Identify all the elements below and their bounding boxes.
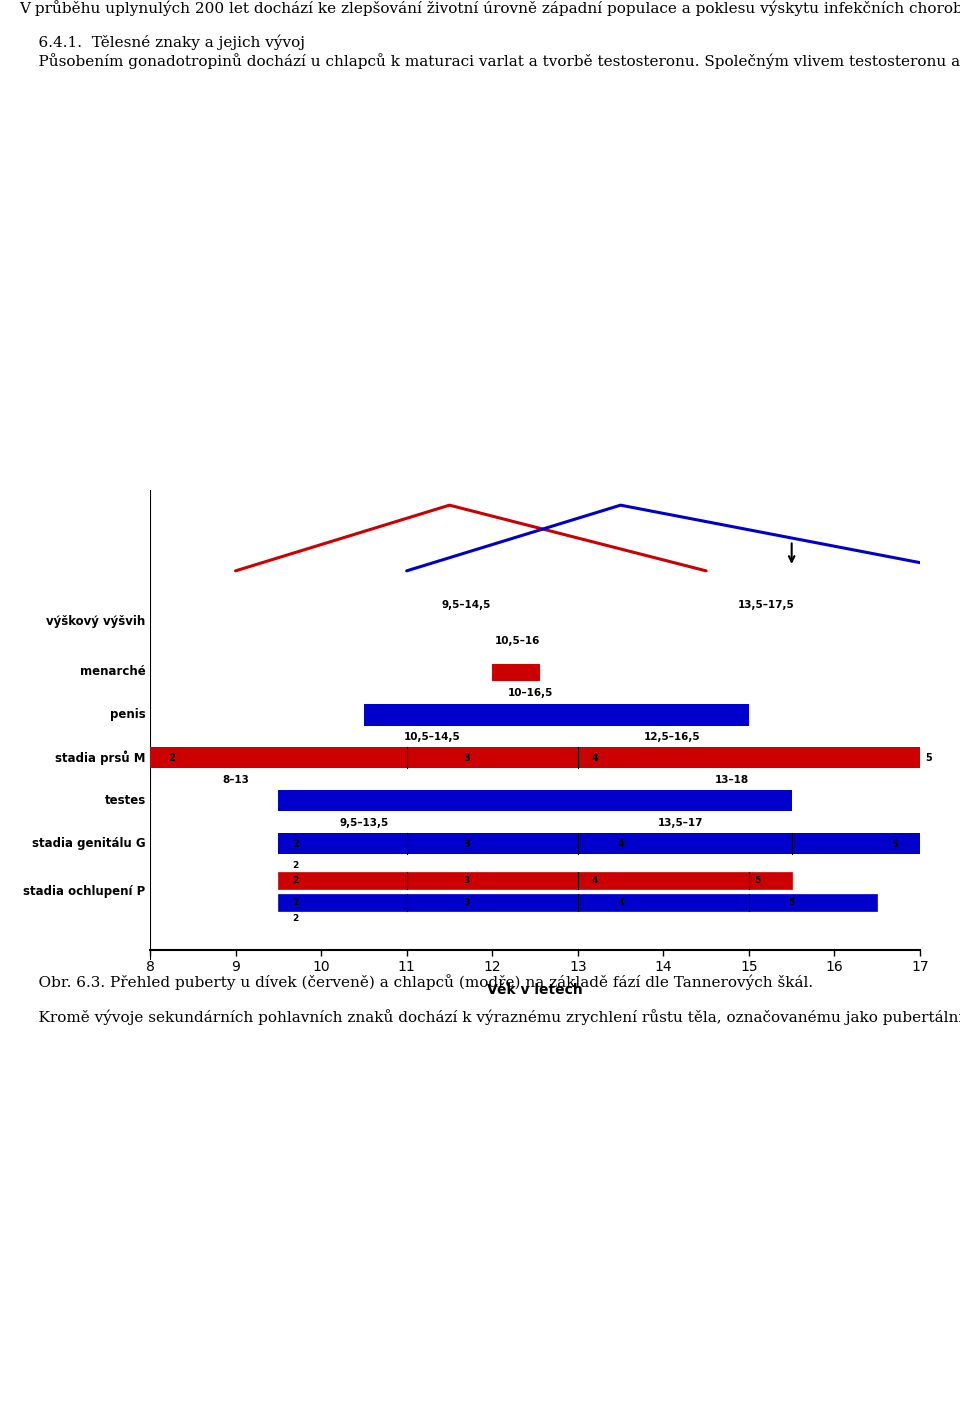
Text: 13,5–17,5: 13,5–17,5 [737, 600, 794, 610]
Bar [492, 664, 540, 680]
Text: 9,5–13,5: 9,5–13,5 [339, 818, 389, 828]
Text: 2: 2 [292, 914, 299, 923]
Text: 3: 3 [464, 899, 469, 907]
Text: 5: 5 [788, 899, 795, 907]
Text: menarché: menarché [80, 665, 146, 678]
Text: 2: 2 [168, 752, 175, 762]
Text: 12,5–16,5: 12,5–16,5 [643, 732, 700, 742]
Bar [278, 894, 877, 912]
Text: 3: 3 [463, 839, 470, 849]
Text: výškový výšvih: výškový výšvih [46, 614, 146, 629]
Text: 4: 4 [617, 839, 624, 849]
Text: stadia genitálu G: stadia genitálu G [32, 838, 146, 850]
Text: penis: penis [110, 708, 146, 721]
Text: 10,5–14,5: 10,5–14,5 [404, 732, 461, 742]
Text: stadia prsů M: stadia prsů M [56, 751, 146, 765]
Bar [364, 704, 749, 725]
Text: 3: 3 [463, 752, 470, 762]
Bar [278, 872, 792, 889]
Text: 4: 4 [591, 876, 598, 884]
Text: 10–16,5: 10–16,5 [508, 688, 553, 698]
Text: 2: 2 [292, 876, 299, 884]
Text: 5: 5 [925, 752, 932, 762]
Text: 2: 2 [292, 860, 299, 869]
Bar [150, 747, 960, 768]
Text: 9,5–14,5: 9,5–14,5 [442, 600, 492, 610]
Text: 5: 5 [755, 876, 760, 884]
Text: V průběhu uplynulých 200 let dochází ke zlepšování životní úrovně západní popula: V průběhu uplynulých 200 let dochází ke … [19, 0, 960, 68]
Bar [278, 791, 792, 812]
Text: stadia ochlupení P: stadia ochlupení P [23, 886, 146, 899]
Text: 3: 3 [464, 876, 469, 884]
Text: 2: 2 [292, 839, 299, 849]
Text: 10,5–16: 10,5–16 [495, 636, 540, 646]
Text: 4: 4 [591, 752, 598, 762]
Text: 8–13: 8–13 [222, 775, 249, 785]
Text: 13–18: 13–18 [714, 775, 749, 785]
Text: 4: 4 [617, 899, 624, 907]
Text: 13,5–17: 13,5–17 [658, 818, 703, 828]
X-axis label: Věk v letech: Věk v letech [487, 983, 583, 997]
Text: 2: 2 [292, 899, 299, 907]
Text: testes: testes [105, 795, 146, 808]
Text: 5: 5 [891, 839, 898, 849]
Text: Obr. 6.3. Přehled puberty u dívek (červeně) a chlapců (modře) na základě fází dl: Obr. 6.3. Přehled puberty u dívek (červe… [19, 974, 960, 1025]
Bar [278, 833, 920, 855]
